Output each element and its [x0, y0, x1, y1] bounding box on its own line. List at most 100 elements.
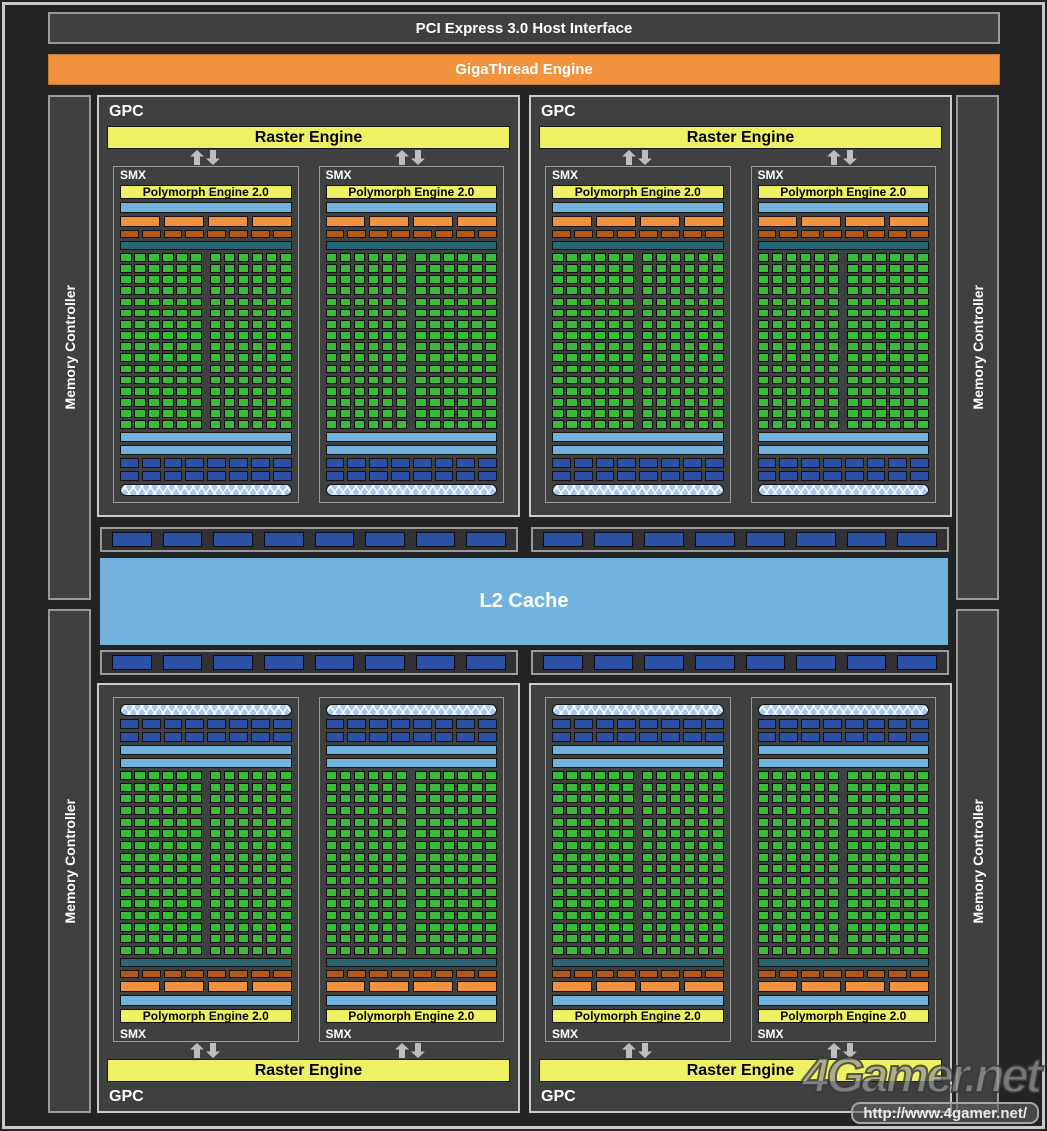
cuda-core — [251, 934, 264, 944]
cuda-core — [580, 319, 592, 329]
cuda-core — [799, 297, 812, 307]
cuda-core — [223, 887, 236, 897]
cuda-core — [771, 275, 784, 284]
load-store-block — [207, 471, 227, 481]
cuda-core — [134, 342, 146, 351]
cuda-core — [134, 922, 146, 932]
cuda-core — [827, 782, 840, 792]
cuda-core — [683, 375, 696, 385]
cuda-core — [608, 420, 620, 429]
cuda-core — [697, 275, 710, 284]
cuda-core — [785, 253, 798, 262]
cuda-core — [552, 308, 564, 318]
interconnect-bar — [120, 704, 292, 716]
cuda-core — [799, 910, 812, 921]
cuda-core — [580, 794, 592, 804]
cuda-core — [711, 297, 724, 307]
cuda-core — [875, 875, 887, 886]
cuda-core — [251, 420, 264, 429]
cuda-core — [251, 286, 264, 296]
polymorph-engine-label: Polymorph Engine 2.0 — [348, 1009, 475, 1023]
cuda-core — [622, 794, 634, 804]
cuda-core — [429, 910, 441, 921]
cuda-core — [251, 409, 264, 418]
dispatch-block — [185, 230, 205, 238]
dispatch-block — [347, 230, 367, 238]
cuda-core — [827, 864, 840, 874]
cuda-core — [353, 782, 366, 792]
polymorph-engine-label: Polymorph Engine 2.0 — [780, 185, 907, 199]
cuda-core — [608, 342, 620, 351]
cuda-core — [443, 945, 455, 955]
instruction-cache-bar — [120, 202, 292, 213]
cuda-core — [325, 308, 338, 318]
cuda-core — [190, 386, 202, 396]
cuda-core-grid — [120, 253, 292, 429]
load-store-block — [822, 471, 842, 481]
warp-scheduler-block — [683, 216, 724, 227]
cuda-core — [471, 945, 483, 955]
cuda-core — [395, 840, 408, 851]
cuda-core — [381, 398, 394, 407]
load-store-block — [779, 732, 799, 742]
cuda-core — [861, 817, 873, 827]
cuda-core — [641, 875, 654, 886]
cuda-core — [785, 934, 798, 944]
cuda-core — [827, 420, 840, 429]
cuda-core — [903, 817, 915, 827]
cuda-core — [655, 899, 668, 909]
cuda-core — [875, 264, 887, 273]
cuda-core — [903, 852, 915, 862]
cuda-core — [785, 420, 798, 429]
cuda-core — [209, 910, 222, 921]
load-store-row — [325, 471, 497, 481]
cuda-core — [429, 945, 441, 955]
register-file-bar — [757, 958, 929, 967]
cuda-core — [325, 887, 338, 897]
load-store-block — [250, 471, 270, 481]
load-store-block — [272, 471, 292, 481]
dispatch-block — [757, 230, 777, 238]
cuda-core — [683, 910, 696, 921]
cuda-core — [265, 386, 278, 396]
cuda-core — [771, 264, 784, 273]
cuda-core — [251, 945, 264, 955]
cuda-core — [799, 829, 812, 839]
cuda-core — [861, 353, 873, 363]
cuda-core — [757, 308, 770, 318]
cuda-core — [827, 297, 840, 307]
cuda-core — [813, 910, 826, 921]
gpc-label: GPC — [109, 1087, 144, 1105]
cuda-core — [415, 297, 427, 307]
cuda-core — [594, 253, 606, 262]
cuda-core — [552, 805, 564, 816]
cuda-core — [697, 840, 710, 851]
cuda-core — [875, 353, 887, 363]
cuda-core — [148, 887, 160, 897]
cuda-core — [162, 420, 174, 429]
cuda-core — [162, 910, 174, 921]
cuda-core — [279, 331, 292, 340]
uniform-cache-bar — [325, 745, 497, 755]
cuda-core — [697, 910, 710, 921]
cuda-core — [552, 353, 564, 363]
cuda-core — [917, 264, 929, 273]
cuda-core — [580, 375, 592, 385]
cuda-core — [594, 319, 606, 329]
cuda-core — [889, 840, 901, 851]
cuda-core — [367, 331, 380, 340]
cuda-core — [176, 887, 188, 897]
cuda-core — [415, 945, 427, 955]
cuda-core — [381, 829, 394, 839]
cuda-core — [162, 829, 174, 839]
warp-scheduler-block — [639, 216, 680, 227]
cuda-core — [641, 331, 654, 340]
cuda-core — [339, 782, 352, 792]
cuda-core — [223, 420, 236, 429]
dispatch-block — [617, 230, 637, 238]
cuda-core — [339, 934, 352, 944]
cuda-core — [917, 420, 929, 429]
crossbar-block — [593, 655, 634, 670]
cuda-core — [237, 398, 250, 407]
cuda-core — [813, 887, 826, 897]
